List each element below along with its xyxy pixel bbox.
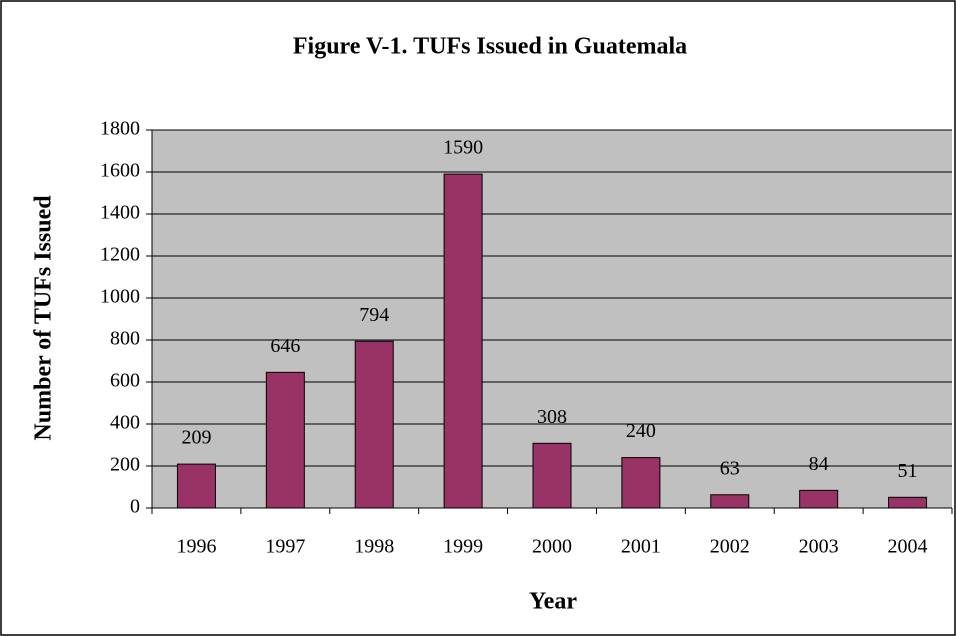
x-tick-label: 1996: [176, 536, 216, 558]
bar: [532, 442, 572, 509]
y-axis-label: Number of TUFs Issued: [31, 195, 57, 441]
x-tick-label: 2004: [888, 536, 928, 558]
data-label: 51: [898, 460, 918, 482]
x-tick-label: 1998: [354, 536, 394, 558]
data-label: 240: [626, 420, 656, 442]
data-label: 646: [270, 335, 300, 357]
chart-title: Figure V-1. TUFs Issued in Guatemala: [293, 34, 687, 60]
x-tick-label: 2000: [532, 536, 572, 558]
y-tick-label: 1400: [100, 202, 140, 224]
bar: [265, 371, 305, 509]
y-tick-label: 800: [110, 328, 140, 350]
data-label: 209: [181, 427, 211, 449]
y-tick-label: 400: [110, 412, 140, 434]
y-tick-label: 1800: [100, 118, 140, 140]
data-label: 794: [359, 304, 389, 326]
bar: [443, 173, 483, 509]
x-tick-label: 1997: [265, 536, 305, 558]
x-tick-label: 2001: [621, 536, 661, 558]
x-tick-label: 2002: [710, 536, 750, 558]
bar: [888, 496, 928, 509]
data-label: 308: [537, 406, 567, 428]
bar: [354, 340, 394, 509]
y-tick-label: 1200: [100, 244, 140, 266]
bar: [710, 494, 750, 509]
data-label: 1590: [443, 137, 483, 159]
y-tick-label: 1000: [100, 286, 140, 308]
data-label: 63: [720, 457, 740, 479]
y-tick-label: 0: [130, 496, 140, 518]
x-tick-label: 2003: [799, 536, 839, 558]
bar: [799, 489, 839, 509]
y-tick-label: 200: [110, 454, 140, 476]
data-label: 84: [809, 453, 829, 475]
y-tick-label: 600: [110, 370, 140, 392]
x-axis-label: Year: [529, 589, 577, 615]
x-tick-label: 1999: [443, 536, 483, 558]
bar: [176, 463, 216, 509]
bar: [621, 457, 661, 509]
y-tick-label: 1600: [100, 160, 140, 182]
